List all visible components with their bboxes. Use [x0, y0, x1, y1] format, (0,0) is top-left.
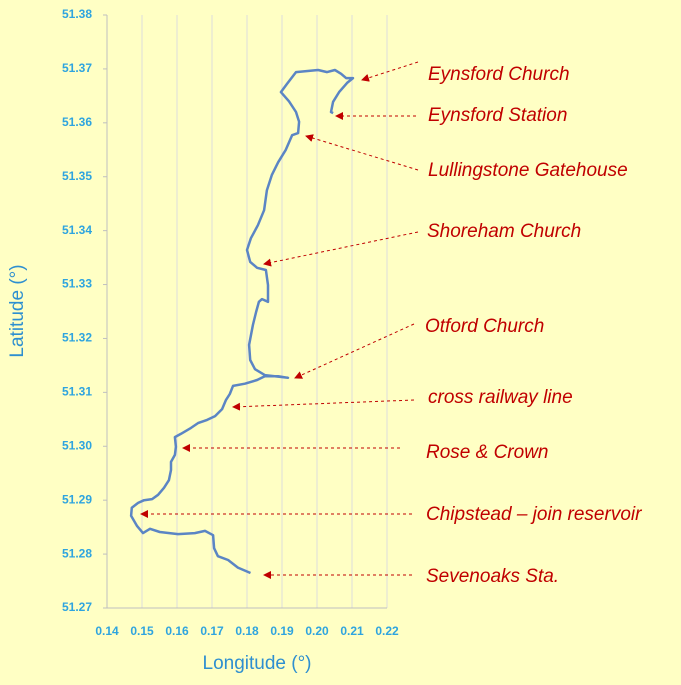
x-tick-label: 0.15 — [130, 624, 154, 638]
annotation: Chipstead – join reservoir — [426, 504, 642, 525]
y-tick-label: 51.29 — [62, 492, 92, 506]
annotation-arrow — [232, 399, 415, 411]
annotation: Sevenoaks Sta. — [426, 566, 559, 587]
annotation: cross railway line — [428, 387, 573, 408]
annotation: Otford Church — [425, 316, 544, 337]
x-tick-label: 0.19 — [270, 624, 294, 638]
annotation: Rose & Crown — [426, 442, 549, 463]
x-tick-label: 0.21 — [340, 624, 364, 638]
y-tick-label: 51.37 — [62, 61, 92, 75]
x-tick-label: 0.16 — [165, 624, 189, 638]
y-tick-label: 51.35 — [62, 169, 92, 183]
y-tick-label: 51.33 — [62, 277, 92, 291]
annotation: Lullingstone Gatehouse — [428, 160, 628, 181]
annotation-arrow — [361, 61, 419, 82]
annotation: Eynsford Church — [428, 64, 570, 85]
y-tick-label: 51.32 — [62, 331, 92, 345]
x-tick-label: 0.20 — [305, 624, 329, 638]
annotation: Eynsford Station — [428, 105, 567, 126]
annotation: Shoreham Church — [427, 221, 581, 242]
x-tick-label: 0.14 — [95, 624, 119, 638]
x-tick-label: 0.18 — [235, 624, 259, 638]
y-tick-label: 51.28 — [62, 546, 92, 560]
annotation-arrow — [294, 323, 415, 379]
y-tick-label: 51.38 — [62, 7, 92, 21]
route-line — [129, 68, 355, 575]
annotation-arrow — [263, 231, 419, 267]
x-tick-label: 0.17 — [200, 624, 224, 638]
y-tick-label: 51.27 — [62, 600, 92, 614]
y-tick-label: 51.31 — [62, 385, 92, 399]
x-tick-label: 0.22 — [375, 624, 399, 638]
y-tick-label: 51.34 — [62, 223, 92, 237]
annotation-arrow — [305, 134, 419, 171]
x-axis-title: Longitude (°) — [203, 653, 312, 674]
y-tick-label: 51.36 — [62, 115, 92, 129]
y-axis-title: Latitude (°) — [7, 264, 28, 357]
y-tick-label: 51.30 — [62, 438, 92, 452]
